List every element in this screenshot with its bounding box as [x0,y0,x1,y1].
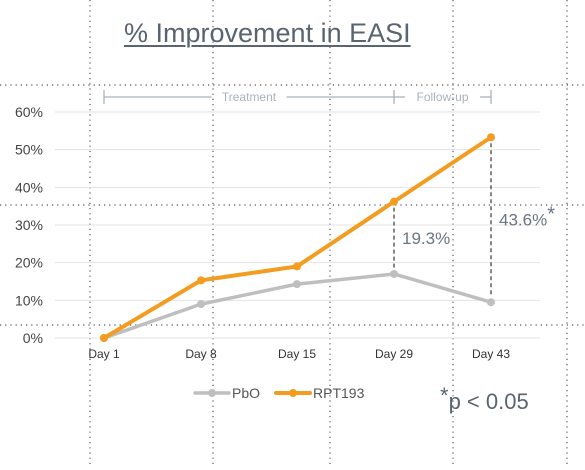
data-point-rpt193 [487,133,495,142]
data-point-pbo [390,269,398,278]
legend-label: PbO [232,385,260,401]
data-point-pbo [197,300,205,309]
difference-label: 43.6%* [499,204,555,230]
legend-swatch-marker [208,389,216,397]
data-point-rpt193 [100,334,108,342]
data-point-rpt193 [197,276,205,285]
difference-label: 19.3% [402,229,450,248]
y-tick-label: 60% [15,104,43,120]
x-tick-label: Day 8 [185,347,217,361]
legend-label: RPT193 [313,385,365,401]
y-tick-label: 10% [15,292,43,308]
footnote: *p < 0.05 [440,383,529,414]
data-point-pbo [487,298,495,307]
legend-swatch-marker [289,389,297,397]
x-tick-label: Day 43 [472,347,510,361]
phase-label: Follow-up [416,90,468,104]
chart-title: % Improvement in EASI [124,18,411,48]
phase-label: Treatment [222,90,277,104]
data-point-rpt193 [390,197,398,206]
y-tick-label: 0% [23,330,43,346]
x-tick-label: Day 29 [375,347,413,361]
x-tick-label: Day 15 [278,347,316,361]
data-point-pbo [293,280,301,289]
x-tick-label: Day 1 [88,347,120,361]
y-tick-label: 30% [15,217,43,233]
y-tick-label: 50% [15,142,43,158]
y-tick-label: 20% [15,255,43,271]
data-point-rpt193 [293,262,301,271]
y-tick-label: 40% [15,179,43,195]
